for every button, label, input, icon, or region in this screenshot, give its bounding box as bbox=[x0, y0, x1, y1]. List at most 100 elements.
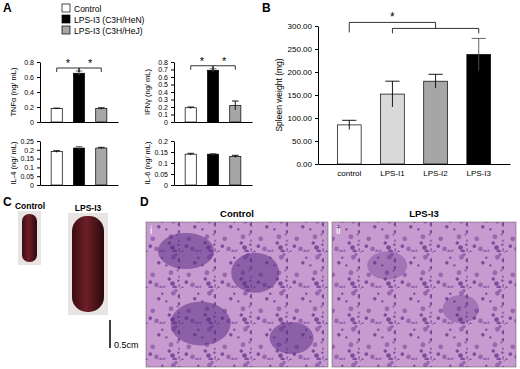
plot-marks bbox=[185, 153, 241, 185]
follicle bbox=[443, 295, 479, 323]
tick-label: 0.15 bbox=[20, 155, 34, 162]
tick-mark bbox=[37, 159, 40, 160]
tick-label: 0.6 bbox=[24, 74, 34, 81]
micrograph bbox=[332, 222, 516, 367]
tick-mark bbox=[171, 70, 174, 71]
tick-mark bbox=[315, 95, 318, 96]
micrograph-numeral: ii bbox=[336, 225, 340, 236]
tick-mark bbox=[315, 49, 318, 50]
tick: 0.8 bbox=[158, 59, 174, 66]
tick-label: 0.3 bbox=[158, 96, 168, 103]
spleen-photos: Control LPS-I3 0.5cm bbox=[15, 201, 139, 350]
tick-label: 0.5 bbox=[158, 81, 168, 88]
tick-label: 0.6 bbox=[158, 74, 168, 81]
significance-label: * bbox=[390, 10, 395, 24]
y-axis: 0.0050.00100.00150.00200.00250.00300.00 bbox=[288, 22, 319, 169]
error-cap bbox=[187, 153, 194, 154]
tick: 0.4 bbox=[158, 89, 174, 96]
error-cap bbox=[53, 150, 60, 151]
significance-label: * bbox=[222, 55, 227, 67]
bar bbox=[185, 108, 196, 122]
tick-label: 0.25 bbox=[20, 138, 34, 145]
error-bar bbox=[435, 74, 436, 88]
error-cap bbox=[53, 108, 60, 109]
panel-letter: A bbox=[3, 1, 12, 15]
plot-marks bbox=[337, 38, 490, 164]
photo-label: Control bbox=[15, 201, 45, 211]
error-cap bbox=[76, 146, 83, 147]
bar bbox=[96, 109, 107, 123]
tick-label: 250.00 bbox=[288, 45, 313, 54]
error-cap bbox=[232, 155, 239, 156]
tick-mark bbox=[171, 163, 174, 164]
figure: ABCDControlLPS-I3 (C3H/HeN)LPS-I3 (C3H/H… bbox=[0, 0, 520, 369]
tick-label: 0.2 bbox=[24, 147, 34, 154]
follicle bbox=[270, 322, 314, 354]
tick-mark bbox=[171, 115, 174, 116]
legend: ControlLPS-I3 (C3H/HeN)LPS-I3 (C3H/HeJ) bbox=[62, 4, 145, 36]
photo-label: LPS-I3 bbox=[75, 203, 102, 213]
tick-label: 0.15 bbox=[154, 149, 168, 156]
chart: 00.20.40.60.8TNFα (ng/ mL)** bbox=[9, 57, 119, 126]
axis-line bbox=[41, 185, 119, 186]
tick: 0.1 bbox=[158, 160, 174, 167]
tick-label: 0.2 bbox=[158, 138, 168, 145]
legend-swatch bbox=[62, 4, 70, 12]
tick: 0.2 bbox=[158, 104, 174, 111]
tick-mark bbox=[171, 85, 174, 86]
tick: LPS-I1 bbox=[380, 169, 405, 178]
tick: 0.8 bbox=[24, 59, 40, 66]
x-axis bbox=[41, 185, 119, 186]
tick: 0 bbox=[164, 182, 174, 189]
y-axis: 00.10.20.30.40.50.60.70.8 bbox=[158, 59, 174, 126]
tick-label: 0 bbox=[164, 182, 168, 189]
tick-label: 150.00 bbox=[288, 91, 313, 100]
chart: 0.0050.00100.00150.00200.00250.00300.00c… bbox=[274, 10, 511, 177]
tick-label: 200.00 bbox=[288, 68, 313, 77]
legend-label: LPS-I3 (C3H/HeN) bbox=[74, 15, 145, 25]
y-axis: 00.050.10.150.20.25 bbox=[20, 138, 40, 189]
tick-mark bbox=[37, 150, 40, 151]
error-cap bbox=[385, 81, 399, 82]
significance-label: * bbox=[200, 55, 205, 67]
tick: LPS-I3 bbox=[466, 169, 491, 178]
panel-letter: B bbox=[262, 1, 271, 15]
error-cap bbox=[210, 153, 217, 154]
tick-mark bbox=[37, 141, 40, 142]
bar bbox=[73, 148, 84, 185]
axis-title: Spleen weight (mg) bbox=[274, 58, 284, 131]
tick: 0 bbox=[30, 119, 40, 126]
chart: 00.10.20.30.40.50.60.70.8IFNγ (ng/ mL)** bbox=[143, 55, 253, 126]
tick: 0.6 bbox=[158, 74, 174, 81]
tick: 100.00 bbox=[288, 114, 318, 123]
tick: 0.00 bbox=[296, 160, 318, 169]
tick-label: LPS-I1 bbox=[380, 169, 405, 178]
tick: 0.7 bbox=[158, 66, 174, 73]
tick: 0.05 bbox=[154, 171, 174, 178]
tick: 200.00 bbox=[288, 68, 318, 77]
micrograph-label: Control bbox=[220, 208, 254, 219]
error-cap bbox=[428, 74, 442, 75]
micrograph bbox=[146, 222, 328, 367]
spleen bbox=[72, 216, 104, 312]
photo-background bbox=[18, 211, 41, 265]
tick-label: 0 bbox=[30, 119, 34, 126]
micrograph-numeral: i bbox=[150, 225, 152, 236]
x-axis: controlLPS-I1LPS-I2LPS-I3 bbox=[319, 165, 511, 178]
tick-mark bbox=[171, 141, 174, 142]
x-axis bbox=[41, 122, 119, 123]
scale-bar-label: 0.5cm bbox=[114, 340, 139, 350]
tick: 0 bbox=[30, 182, 40, 189]
tick-mark bbox=[315, 141, 318, 142]
tick-label: 0.7 bbox=[158, 66, 168, 73]
tick: 150.00 bbox=[288, 91, 318, 100]
error-bar bbox=[478, 38, 479, 70]
micrograph-label: LPS-I3 bbox=[409, 208, 439, 219]
tick: control bbox=[337, 169, 361, 178]
tick-mark bbox=[171, 107, 174, 108]
bar bbox=[185, 154, 196, 185]
bar bbox=[96, 148, 107, 185]
chart: 00.050.10.150.2IL-6 (ng/ mL) bbox=[143, 138, 253, 189]
plot-marks bbox=[51, 147, 107, 185]
tick-label: 0.8 bbox=[24, 59, 34, 66]
